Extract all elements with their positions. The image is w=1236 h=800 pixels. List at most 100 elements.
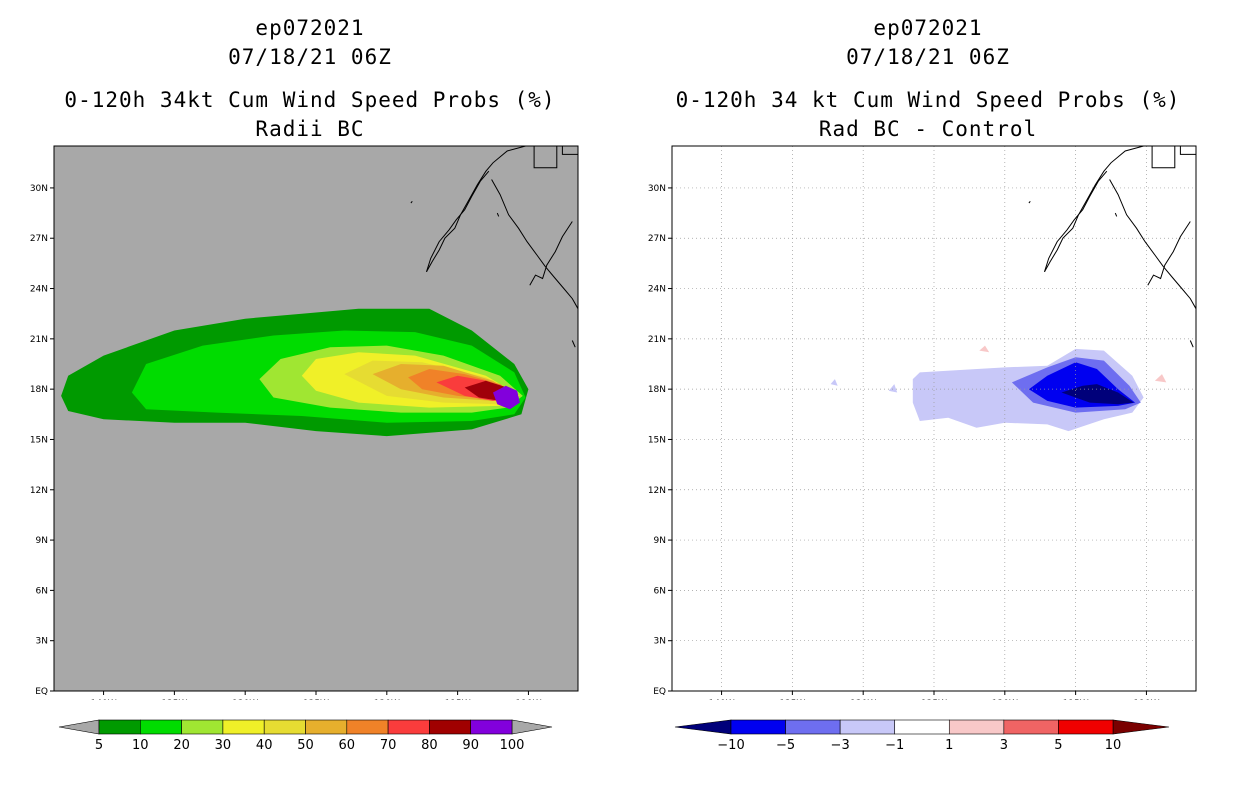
colorbar-swatch	[1058, 719, 1114, 735]
colorbar-label: 5	[1054, 738, 1062, 753]
colorbar-label: 50	[297, 738, 314, 753]
colorbar-label: −10	[717, 738, 744, 753]
colorbar-label: 60	[339, 738, 356, 753]
colorbar-label: −5	[776, 738, 795, 753]
colorbar-swatch	[346, 719, 389, 735]
colorbar-swatch	[181, 719, 224, 735]
lat-tick-label: 21N	[30, 335, 48, 345]
colorbar-label: 20	[173, 738, 190, 753]
colorbar-label: 80	[421, 738, 438, 753]
lat-tick-label: 27N	[30, 234, 48, 244]
colorbar-label: 40	[256, 738, 273, 753]
colorbar-swatch	[140, 719, 182, 735]
lat-tick-label: 12N	[30, 486, 48, 496]
lat-tick-label: 6N	[654, 586, 666, 596]
coastline	[571, 340, 576, 348]
coastline	[426, 170, 490, 272]
colorbar-extend-low	[674, 719, 732, 735]
coastline	[1189, 340, 1194, 348]
lon-tick-label: 120W	[992, 699, 1018, 700]
right-chart-title: 0-120h 34 kt Cum Wind Speed Probs (%)	[675, 88, 1181, 112]
lat-tick-label: 6N	[36, 586, 48, 596]
right-colorbar: −10 −5 −3 −1 1 3 5 10	[674, 719, 1170, 753]
coastline	[561, 146, 578, 155]
left-colorbar: 5 10 20 30 40 50 60 70 80 90 100	[58, 719, 553, 753]
contour-level--10	[1061, 384, 1134, 405]
lon-tick-label: 110W	[1133, 699, 1159, 700]
colorbar-swatch	[1003, 719, 1059, 735]
colorbar-swatch	[785, 719, 841, 735]
colorbar-label: 1	[945, 738, 953, 753]
lon-tick-label: 120W	[374, 699, 400, 700]
lon-tick-label: 115W	[1063, 699, 1089, 700]
colorbar-swatch	[730, 719, 786, 735]
lon-tick-label: 125W	[303, 699, 329, 700]
right-storm-id: ep072021	[873, 16, 983, 40]
right-chart-subtitle: Rad BC - Control	[818, 117, 1038, 141]
left-chart-subtitle: Radii BC	[255, 117, 365, 141]
lat-tick-label: EQ	[653, 687, 666, 697]
contour-level--1	[830, 379, 838, 386]
colorbar-swatch	[305, 719, 348, 735]
right-difference-map: EQ 3N 6N 9N 12N 15N 18N 21N 24N 27N 30N 140W 135W 130…	[648, 145, 1197, 700]
lon-tick-label: 135W	[161, 699, 187, 700]
coastline	[410, 200, 413, 204]
colorbar-swatch	[387, 719, 430, 735]
lat-tick-label: 24N	[30, 285, 48, 295]
contour-level-90	[493, 385, 520, 410]
coastline	[1114, 212, 1118, 217]
colorbar-label: 70	[380, 738, 397, 753]
coastline	[1044, 146, 1144, 273]
lat-tick-label: 18N	[648, 385, 666, 395]
coastline	[1044, 170, 1108, 272]
coastline	[529, 221, 573, 286]
lon-tick-label: 140W	[709, 699, 735, 700]
lon-tick-label: 130W	[232, 699, 258, 700]
lat-tick-label: 3N	[36, 637, 48, 647]
colorbar-label: −1	[885, 738, 904, 753]
left-chart-title: 0-120h 34kt Cum Wind Speed Probs (%)	[64, 88, 556, 112]
lon-tick-label: 135W	[779, 699, 805, 700]
lon-tick-label: 140W	[91, 699, 117, 700]
coastline	[1028, 200, 1031, 204]
colorbar-label: 10	[132, 738, 149, 753]
coastline	[1147, 221, 1191, 286]
lat-tick-label: 12N	[648, 486, 666, 496]
lat-tick-label: 30N	[648, 184, 666, 194]
colorbar-swatch	[948, 719, 1005, 735]
colorbar-label: 100	[500, 738, 525, 753]
lat-tick-label: 15N	[30, 435, 48, 445]
lat-tick-label: 24N	[648, 285, 666, 295]
colorbar-extend-high	[511, 719, 553, 735]
colorbar-swatch	[470, 719, 513, 735]
left-probability-map: EQ 3N 6N 9N 12N 15N 18N 21N 24N 27N 30N 140W 135W 130…	[30, 145, 579, 700]
contour-level-1	[979, 345, 990, 353]
lat-tick-label: 9N	[36, 536, 48, 546]
colorbar-swatch	[839, 719, 896, 735]
coastline	[1151, 146, 1176, 169]
lat-tick-label: 18N	[30, 385, 48, 395]
right-title-block: ep072021 07/18/21 06Z 0-120h 34 kt Cum W…	[648, 14, 1208, 144]
lat-tick-label: 3N	[654, 637, 666, 647]
right-datetime: 07/18/21 06Z	[846, 45, 1010, 69]
left-storm-id: ep072021	[255, 16, 365, 40]
lat-tick-label: 21N	[648, 335, 666, 345]
coastline	[496, 212, 500, 217]
colorbar-swatch	[429, 719, 471, 735]
coastline	[533, 146, 558, 169]
colorbar-swatch	[894, 719, 950, 735]
colorbar-swatch	[263, 719, 306, 735]
colorbar-label: 10	[1105, 738, 1122, 753]
colorbar-swatch	[98, 719, 141, 735]
colorbar-label: 3	[1000, 738, 1008, 753]
lat-tick-label: EQ	[35, 687, 48, 697]
lat-tick-label: 15N	[648, 435, 666, 445]
colorbar-label: 90	[462, 738, 479, 753]
colorbar-swatch	[222, 719, 265, 735]
left-datetime: 07/18/21 06Z	[228, 45, 392, 69]
lat-tick-label: 9N	[654, 536, 666, 546]
coastline	[1109, 179, 1196, 309]
lon-tick-label: 130W	[850, 699, 876, 700]
colorbar-extend-low	[58, 719, 100, 735]
coastline	[491, 179, 578, 309]
